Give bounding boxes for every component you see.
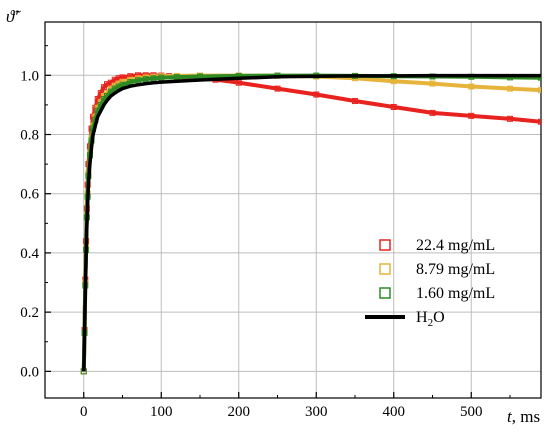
- legend-label: 8.79 mg/mL: [416, 261, 495, 278]
- y-tick-label: 1.0: [20, 68, 39, 84]
- y-tick-label: 0.0: [20, 364, 39, 380]
- legend-marker: [379, 263, 391, 275]
- legend-label: 22.4 mg/mL: [416, 237, 495, 254]
- legend-item: H2O: [365, 309, 445, 329]
- ticks: [44, 45, 511, 398]
- x-axis-variable: t: [507, 407, 513, 426]
- x-tick-label: 300: [305, 404, 328, 420]
- series-0: [80, 72, 541, 375]
- x-tick-label: 500: [460, 404, 483, 420]
- plot-frame: [44, 21, 542, 399]
- series-layer: [80, 72, 541, 375]
- legend-marker: [379, 239, 391, 251]
- legend-label: H2O: [416, 309, 445, 329]
- series-line: [81, 73, 541, 372]
- series-h2o: [82, 73, 541, 372]
- series-line: [81, 73, 541, 372]
- x-axis-unit: , ms: [512, 407, 540, 426]
- legend-item: 22.4 mg/mL: [379, 237, 495, 254]
- legend-label: 1.60 mg/mL: [416, 285, 495, 302]
- legend-item: 8.79 mg/mL: [379, 261, 495, 278]
- x-tick-label: 400: [383, 404, 406, 420]
- legend: 22.4 mg/mL 8.79 mg/mL 1.60 mg/mL H2O: [365, 237, 495, 329]
- x-axis-label: t, ms: [507, 407, 540, 426]
- legend-marker: [379, 287, 391, 299]
- legend-item: 1.60 mg/mL: [379, 285, 495, 302]
- x-tick-label: 100: [150, 404, 173, 420]
- y-tick-label: 0.4: [20, 246, 39, 262]
- y-tick-label: 0.6: [20, 187, 39, 203]
- y-axis-label: ϑ̃′: [6, 7, 21, 26]
- x-tick-label: 0: [80, 404, 88, 420]
- series-line: [81, 73, 541, 372]
- y-tick-label: 0.2: [20, 305, 39, 321]
- x-tick-label: 200: [228, 404, 251, 420]
- tick-labels: 0 100 200 300 400 500 0.0 0.2 0.4 0.6 0.8 1.0: [20, 68, 482, 420]
- series-line: [82, 73, 541, 372]
- y-tick-label: 0.8: [20, 128, 39, 144]
